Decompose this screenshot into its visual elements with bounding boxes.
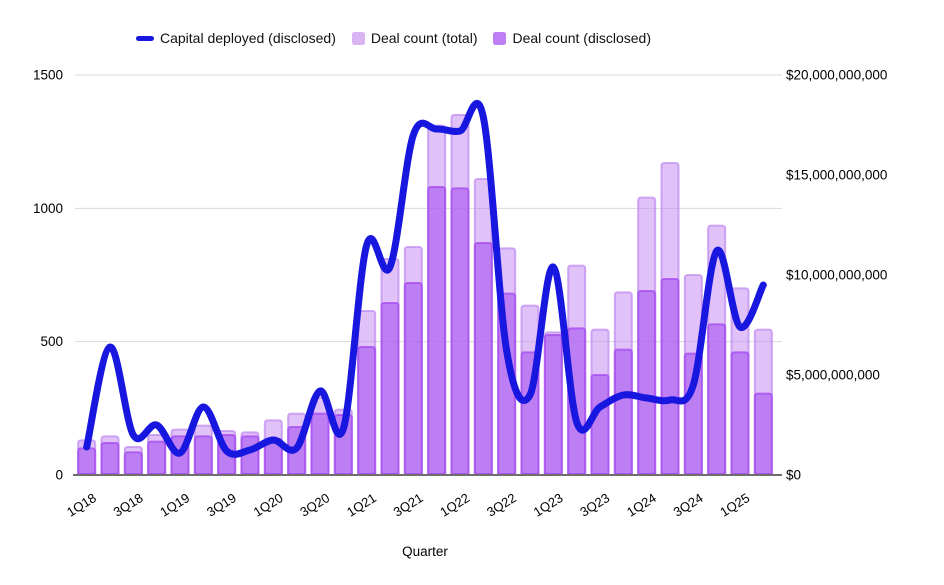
x-axis-tick-label: 3Q20 — [297, 490, 332, 520]
left-axis-tick-label: 1000 — [33, 201, 63, 216]
x-axis-tick-label: 3Q19 — [204, 490, 239, 520]
bar-disclosed-4Q23 — [613, 348, 633, 475]
bar-disclosed-3Q20 — [310, 412, 330, 475]
bar-disclosed-swatch-icon — [493, 31, 507, 45]
x-axis-tick-label: 1Q18 — [64, 490, 99, 520]
bar-disclosed-2Q25 — [753, 392, 773, 475]
x-axis-tick-label: 3Q18 — [111, 490, 146, 520]
bar-total-swatch-icon — [351, 31, 365, 45]
x-axis-tick-label: 3Q24 — [671, 490, 706, 520]
bar-disclosed-1Q25 — [730, 351, 750, 475]
bar-disclosed-1Q18 — [77, 447, 97, 475]
left-axis-tick-label: 1500 — [33, 68, 63, 83]
right-axis-tick-label: $0 — [786, 468, 801, 483]
right-axis-tick-label: $10,000,000,000 — [786, 268, 887, 283]
right-axis-tick-label: $20,000,000,000 — [786, 68, 887, 83]
bar-disclosed-4Q24 — [707, 323, 727, 475]
left-axis-tick-label: 500 — [40, 334, 63, 349]
chart-legend: Capital deployed (disclosed) Deal count … — [136, 27, 651, 49]
x-axis-tick-label: 3Q21 — [391, 490, 426, 520]
legend-label: Capital deployed (disclosed) — [160, 30, 336, 46]
bar-disclosed-2Q21 — [380, 302, 400, 475]
bar-disclosed-2Q18 — [100, 442, 120, 475]
bar-disclosed-1Q24 — [637, 290, 657, 475]
legend-item-deal-count-total: Deal count (total) — [351, 30, 478, 46]
capital-deployed-line — [83, 99, 767, 458]
bar-disclosed-1Q21 — [357, 346, 377, 475]
x-axis-tick-label: 1Q21 — [344, 490, 379, 520]
bar-disclosed-4Q18 — [147, 440, 167, 475]
right-axis-tick-label: $15,000,000,000 — [786, 168, 887, 183]
x-axis-tick-label: 1Q25 — [717, 490, 752, 520]
x-axis-tick-label: 3Q22 — [484, 490, 519, 520]
legend-item-capital-deployed: Capital deployed (disclosed) — [136, 30, 336, 46]
x-axis-tick-label: 1Q23 — [531, 490, 566, 520]
bar-disclosed-3Q21 — [403, 282, 423, 475]
right-axis-tick-label: $5,000,000,000 — [786, 368, 880, 383]
x-axis-tick-label: 1Q20 — [251, 490, 286, 520]
bar-disclosed-2Q24 — [660, 278, 680, 475]
bar-disclosed-2Q19 — [193, 435, 213, 475]
bar-disclosed-1Q22 — [450, 187, 470, 475]
x-axis-tick-label: 1Q24 — [624, 490, 659, 520]
line-series-swatch-icon — [136, 35, 154, 41]
bar-disclosed-4Q21 — [427, 186, 447, 475]
bar-disclosed-3Q18 — [123, 451, 143, 475]
left-axis-tick-label: 0 — [55, 468, 63, 483]
legend-item-deal-count-disclosed: Deal count (disclosed) — [493, 30, 651, 46]
x-axis-title: Quarter — [402, 544, 448, 559]
legend-label: Deal count (disclosed) — [512, 30, 651, 46]
x-axis-tick-label: 1Q19 — [157, 490, 192, 520]
bar-disclosed-2Q22 — [473, 242, 493, 475]
legend-label: Deal count (total) — [370, 30, 478, 46]
bar-disclosed-2Q23 — [567, 327, 587, 475]
bar-disclosed-3Q23 — [590, 374, 610, 475]
x-axis-tick-label: 1Q22 — [437, 490, 472, 520]
x-axis-tick-label: 3Q23 — [577, 490, 612, 520]
bar-disclosed-1Q23 — [543, 334, 563, 475]
